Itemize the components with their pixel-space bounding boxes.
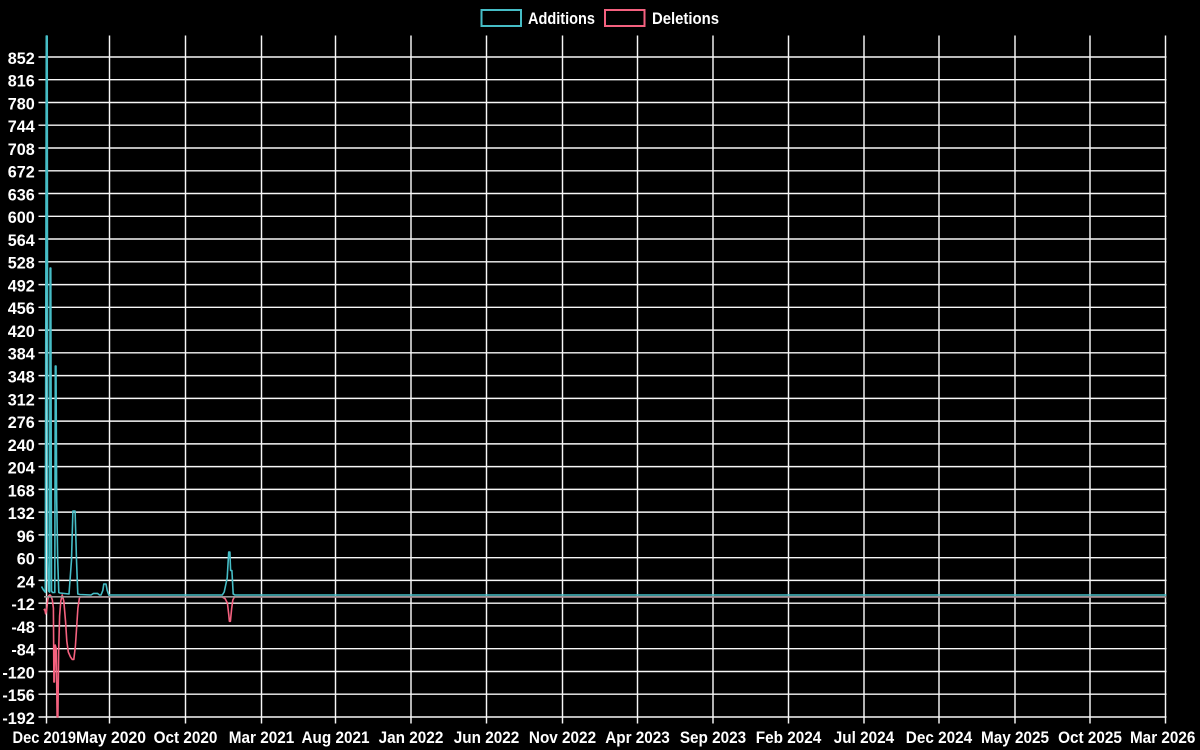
svg-text:168: 168 [8,481,35,500]
svg-text:420: 420 [8,322,35,341]
svg-text:348: 348 [8,368,35,387]
svg-text:96: 96 [17,527,35,546]
svg-text:Jul 2024: Jul 2024 [834,728,895,747]
svg-text:60: 60 [17,550,35,569]
svg-text:May 2020: May 2020 [76,728,146,747]
svg-text:Additions: Additions [528,9,595,28]
svg-text:Mar 2026: Mar 2026 [1130,728,1196,747]
svg-text:708: 708 [8,140,35,159]
svg-text:456: 456 [8,299,35,318]
svg-text:May 2025: May 2025 [981,728,1049,747]
svg-text:Apr 2023: Apr 2023 [605,728,670,747]
svg-text:528: 528 [8,254,35,273]
svg-text:-192: -192 [2,709,34,728]
svg-text:-12: -12 [11,595,34,614]
svg-text:Oct 2025: Oct 2025 [1058,728,1122,747]
svg-text:852: 852 [8,49,35,68]
svg-text:780: 780 [8,94,35,113]
svg-text:Nov 2022: Nov 2022 [529,728,596,747]
svg-text:Mar 2021: Mar 2021 [229,728,295,747]
svg-text:132: 132 [8,504,35,523]
svg-text:Jun 2022: Jun 2022 [454,728,520,747]
svg-text:816: 816 [8,72,35,91]
svg-text:240: 240 [8,436,35,455]
svg-text:672: 672 [8,163,35,182]
svg-text:Dec 2019: Dec 2019 [13,728,77,747]
svg-text:312: 312 [8,390,35,409]
svg-text:Feb 2024: Feb 2024 [756,728,822,747]
svg-text:-120: -120 [2,663,34,682]
svg-text:636: 636 [8,185,35,204]
svg-text:Jan 2022: Jan 2022 [379,728,444,747]
svg-text:564: 564 [8,231,36,250]
svg-text:Dec 2024: Dec 2024 [906,728,973,747]
svg-text:-156: -156 [2,686,34,705]
svg-text:Deletions: Deletions [652,9,719,28]
svg-text:744: 744 [8,117,36,136]
svg-text:Sep 2023: Sep 2023 [680,728,746,747]
svg-text:384: 384 [8,345,36,364]
svg-text:Aug 2021: Aug 2021 [302,728,370,747]
svg-text:600: 600 [8,208,35,227]
svg-text:-84: -84 [11,641,35,660]
svg-text:Oct 2020: Oct 2020 [154,728,218,747]
svg-text:204: 204 [8,459,36,478]
svg-text:492: 492 [8,277,35,296]
svg-text:24: 24 [17,572,36,591]
svg-text:-48: -48 [11,618,34,637]
svg-text:276: 276 [8,413,35,432]
